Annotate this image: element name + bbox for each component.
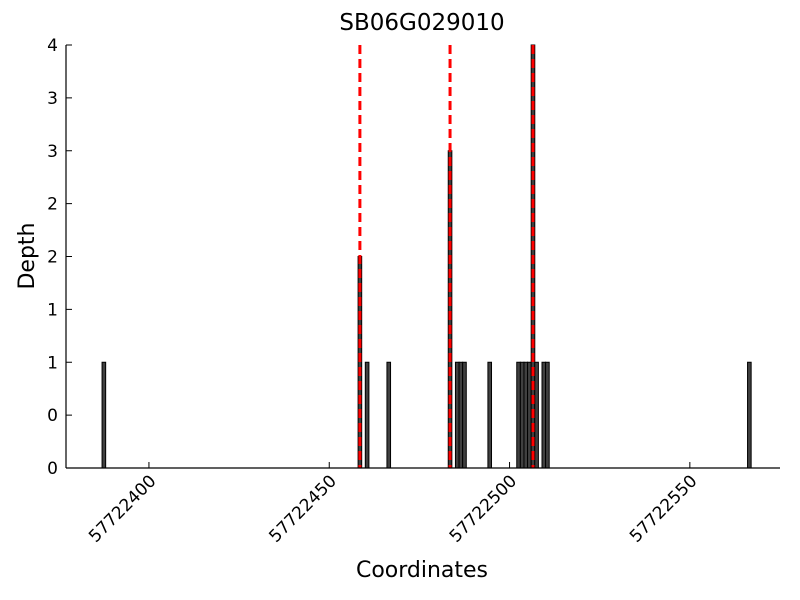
bar [519, 361, 525, 469]
bar [447, 150, 453, 469]
bar [454, 361, 460, 469]
y-tick-label: 2 [47, 248, 58, 268]
x-axis-label: Coordinates [356, 558, 488, 583]
x-tick-label: 57722450 [265, 471, 340, 546]
y-tick-label: 0 [47, 406, 58, 426]
bar [487, 361, 493, 469]
y-tick-label: 1 [47, 353, 58, 373]
bar [747, 361, 752, 469]
bar [523, 361, 529, 469]
y-tick-label: 0 [47, 459, 58, 479]
x-tick-label: 57722550 [626, 471, 701, 546]
bar [101, 361, 107, 469]
bar [516, 361, 521, 469]
bar [462, 361, 467, 469]
y-tick-label: 2 [47, 195, 58, 215]
bar [541, 361, 547, 469]
bar [545, 361, 550, 469]
x-tick-label: 57722400 [85, 471, 160, 546]
bar [527, 361, 532, 469]
y-tick-label: 1 [47, 300, 58, 320]
bar [534, 361, 539, 469]
bar [364, 361, 370, 469]
y-tick-label: 4 [47, 36, 58, 56]
y-axis-label: Depth [15, 222, 40, 289]
bar [458, 361, 464, 469]
x-tick-label: 57722500 [446, 471, 521, 546]
bar [386, 361, 392, 469]
y-tick-label: 3 [47, 142, 58, 162]
chart-title: SB06G029010 [339, 10, 504, 36]
y-tick-label: 3 [47, 89, 58, 109]
